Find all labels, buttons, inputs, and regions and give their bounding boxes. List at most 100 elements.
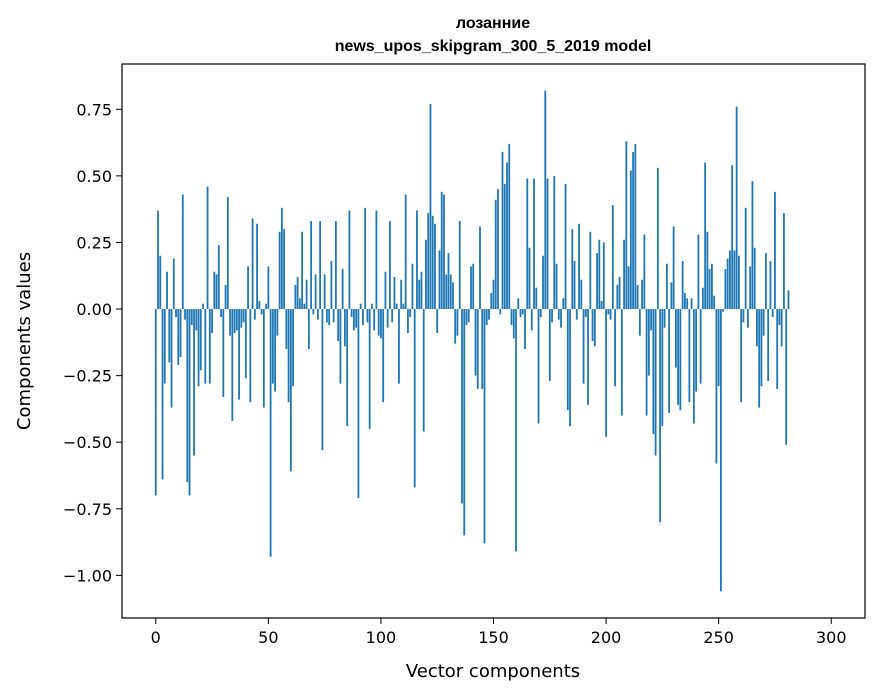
bar-187 <box>575 309 578 320</box>
bar-54 <box>276 309 279 336</box>
bar-277 <box>778 309 781 326</box>
bar-96 <box>371 303 373 310</box>
bar-8 <box>172 258 175 310</box>
bar-31 <box>224 285 227 310</box>
bar-42 <box>249 309 252 403</box>
bar-6 <box>168 309 171 363</box>
bar-23 <box>206 186 209 310</box>
bar-218 <box>645 309 648 416</box>
x-tick-label: 50 <box>258 628 278 647</box>
bars-group <box>154 90 790 592</box>
bar-234 <box>681 261 684 310</box>
bar-102 <box>384 271 387 310</box>
bar-89 <box>355 309 358 328</box>
bar-20 <box>199 309 202 371</box>
bar-192 <box>587 309 589 405</box>
bar-49 <box>265 303 267 310</box>
bar-15 <box>188 309 191 496</box>
bar-65 <box>301 231 304 310</box>
bar-171 <box>539 309 542 318</box>
bar-152 <box>497 189 499 310</box>
bar-123 <box>431 215 434 310</box>
bar-267 <box>756 309 758 347</box>
bar-166 <box>528 247 531 310</box>
bar-191 <box>584 309 587 318</box>
bar-199 <box>602 242 605 310</box>
y-tick-label: −0.25 <box>63 367 112 386</box>
bar-140 <box>470 266 472 310</box>
bar-215 <box>638 309 641 336</box>
bar-45 <box>256 223 258 310</box>
y-tick-label: −1.00 <box>63 566 112 585</box>
bar-266 <box>753 247 756 310</box>
bar-134 <box>456 309 459 336</box>
bar-180 <box>560 309 562 328</box>
bar-260 <box>740 309 743 403</box>
bar-280 <box>785 309 788 445</box>
bar-132 <box>452 282 454 310</box>
bar-278 <box>780 309 783 347</box>
bar-256 <box>731 165 734 310</box>
bar-97 <box>373 309 376 331</box>
x-tick-label: 150 <box>478 628 509 647</box>
bar-224 <box>659 309 662 523</box>
bar-141 <box>472 263 475 310</box>
bar-168 <box>533 178 535 310</box>
x-tick-label: 200 <box>591 628 622 647</box>
bar-151 <box>494 199 497 310</box>
bar-118 <box>420 271 423 310</box>
bar-105 <box>391 309 394 323</box>
y-axis-ticks: 0.75 0.50 0.25 0.00 −0.25 −0.50 −0.75 −1.00 <box>63 100 122 585</box>
bar-59 <box>287 309 290 403</box>
bar-172 <box>542 255 544 310</box>
bar-90 <box>357 309 360 499</box>
bar-181 <box>562 298 565 310</box>
bar-73 <box>319 221 322 310</box>
bar-79 <box>332 309 335 323</box>
bar-178 <box>555 263 558 310</box>
bar-265 <box>751 181 754 310</box>
bar-276 <box>776 309 779 389</box>
bar-167 <box>530 309 533 331</box>
x-tick-label: 300 <box>816 628 847 647</box>
bar-94 <box>366 309 369 323</box>
bar-72 <box>316 309 319 320</box>
bar-230 <box>672 226 675 310</box>
x-tick-label: 0 <box>151 628 161 647</box>
bar-259 <box>738 255 740 310</box>
bar-223 <box>656 167 659 310</box>
bar-93 <box>364 207 367 310</box>
bar-81 <box>337 309 340 341</box>
bar-66 <box>303 303 306 310</box>
x-tick-label: 250 <box>703 628 734 647</box>
bar-128 <box>443 194 445 310</box>
bar-88 <box>353 309 355 331</box>
bar-236 <box>686 298 689 310</box>
bar-124 <box>434 223 436 310</box>
bar-122 <box>429 103 432 310</box>
bar-92 <box>362 309 364 326</box>
bar-36 <box>235 309 238 331</box>
bar-197 <box>598 239 601 310</box>
bar-108 <box>398 309 400 384</box>
bar-7 <box>170 309 173 408</box>
bar-30 <box>222 309 225 397</box>
bar-71 <box>314 274 317 310</box>
bar-165 <box>526 178 529 310</box>
bar-147 <box>485 309 488 326</box>
bar-175 <box>548 309 551 381</box>
bar-216 <box>641 279 643 310</box>
bar-164 <box>524 309 526 349</box>
bar-237 <box>688 309 691 403</box>
bar-37 <box>238 309 240 400</box>
bar-198 <box>600 301 603 310</box>
bar-80 <box>334 221 337 310</box>
bar-107 <box>395 303 398 310</box>
bar-33 <box>229 309 231 336</box>
bar-53 <box>274 309 276 392</box>
bar-28 <box>217 245 220 310</box>
bar-87 <box>350 309 353 318</box>
chart-title: лозанние <box>456 15 530 32</box>
bar-227 <box>665 263 668 310</box>
bar-62 <box>294 285 297 310</box>
